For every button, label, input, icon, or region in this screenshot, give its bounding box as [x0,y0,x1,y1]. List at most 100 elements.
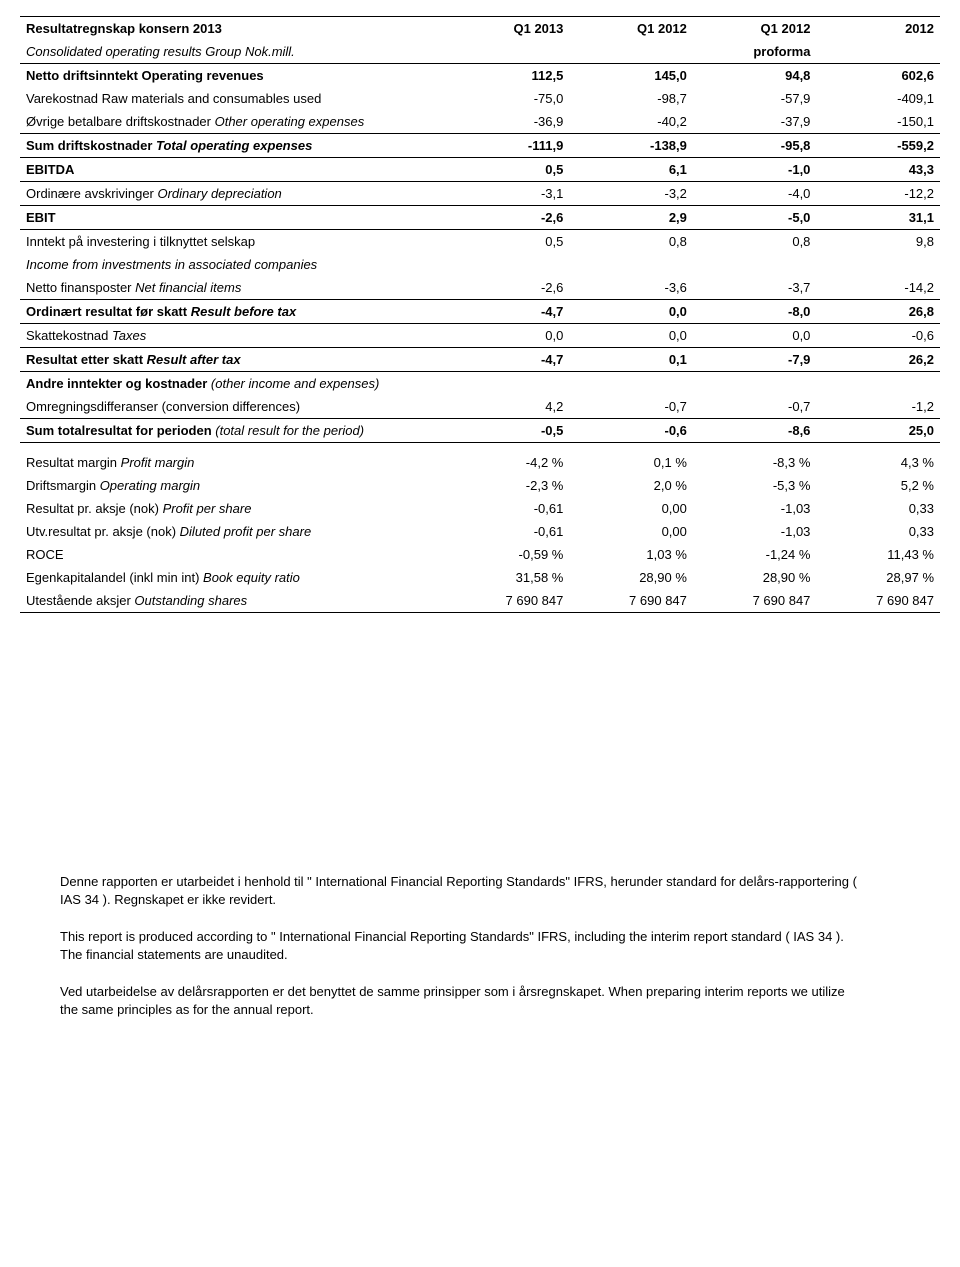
table-row: Ordinære avskrivinger Ordinary depreciat… [20,182,940,206]
table-row: Sum totalresultat for perioden (total re… [20,419,940,443]
cell-value: -5,0 [693,206,817,230]
table-row: Egenkapitalandel (inkl min int) Book equ… [20,566,940,589]
cell-value: 7 690 847 [569,589,693,613]
cell-value: -0,61 [446,497,570,520]
cell-value: -3,6 [569,276,693,300]
cell-value: 0,0 [693,324,817,348]
table-row: Resultat margin Profit margin-4,2 %0,1 %… [20,451,940,474]
cell-value: -4,0 [693,182,817,206]
cell-value: 6,1 [569,158,693,182]
row-label: Utv.resultat pr. aksje (nok) Diluted pro… [20,520,446,543]
cell-value: -1,03 [693,497,817,520]
cell-value: 4,3 % [816,451,940,474]
cell-value: -36,9 [446,110,570,134]
row-label: Inntekt på investering i tilknyttet sels… [20,230,446,254]
cell-value: 0,0 [569,324,693,348]
cell-value: -5,3 % [693,474,817,497]
cell-value: -12,2 [816,182,940,206]
title: Resultatregnskap konsern 2013 [20,17,446,41]
cell-value: -1,24 % [693,543,817,566]
cell-value: 5,2 % [816,474,940,497]
footer-notes: Denne rapporten er utarbeidet i henhold … [20,873,940,1018]
cell-value: 0,00 [569,497,693,520]
cell-value: 7 690 847 [816,589,940,613]
cell-value: 2,9 [569,206,693,230]
table-row: Netto driftsinntekt Operating revenues11… [20,64,940,88]
cell-value: -4,7 [446,300,570,324]
table-row: EBIT-2,62,9-5,031,1 [20,206,940,230]
row-label: Resultat pr. aksje (nok) Profit per shar… [20,497,446,520]
cell-value: -0,7 [693,395,817,419]
row-label: Resultat etter skatt Result after tax [20,348,446,372]
table-row: Utestående aksjer Outstanding shares7 69… [20,589,940,613]
cell-value: -14,2 [816,276,940,300]
cell-value: -2,6 [446,206,570,230]
cell-value [569,253,693,276]
table-row: Varekostnad Raw materials and consumable… [20,87,940,110]
subtitle: Consolidated operating results Group Nok… [20,40,446,64]
cell-value: 94,8 [693,64,817,88]
row-label: Ordinært resultat før skatt Result befor… [20,300,446,324]
cell-value: -0,6 [816,324,940,348]
cell-value: -75,0 [446,87,570,110]
cell-value [569,372,693,396]
col-header: Q1 2012 [693,17,817,41]
cell-value: 26,2 [816,348,940,372]
cell-value: -7,9 [693,348,817,372]
cell-value: -98,7 [569,87,693,110]
footer-p1: Denne rapporten er utarbeidet i henhold … [60,873,860,908]
col-header: Q1 2012 [569,17,693,41]
row-label: Varekostnad Raw materials and consumable… [20,87,446,110]
col-sub: proforma [693,40,817,64]
cell-value: 7 690 847 [446,589,570,613]
table-row: Omregningsdifferanser (conversion differ… [20,395,940,419]
cell-value: -57,9 [693,87,817,110]
table-row: ROCE-0,59 %1,03 %-1,24 %11,43 % [20,543,940,566]
row-label: Sum totalresultat for perioden (total re… [20,419,446,443]
row-label: Netto driftsinntekt Operating revenues [20,64,446,88]
table-row: Resultat etter skatt Result after tax-4,… [20,348,940,372]
cell-value: -1,03 [693,520,817,543]
cell-value: -40,2 [569,110,693,134]
cell-value [446,372,570,396]
cell-value: -0,6 [569,419,693,443]
cell-value: 112,5 [446,64,570,88]
cell-value: 0,5 [446,158,570,182]
col-header: 2012 [816,17,940,41]
col-header: Q1 2013 [446,17,570,41]
cell-value: 0,33 [816,497,940,520]
cell-value: -0,61 [446,520,570,543]
cell-value: 9,8 [816,230,940,254]
cell-value: -409,1 [816,87,940,110]
table-row: Sum driftskostnader Total operating expe… [20,134,940,158]
cell-value: 31,1 [816,206,940,230]
table-row: EBITDA0,56,1-1,043,3 [20,158,940,182]
cell-value: 0,0 [446,324,570,348]
cell-value: 28,90 % [693,566,817,589]
financial-table: Resultatregnskap konsern 2013 Q1 2013 Q1… [20,16,940,613]
cell-value: -1,2 [816,395,940,419]
cell-value: 7 690 847 [693,589,817,613]
cell-value: 0,1 [569,348,693,372]
cell-value: 0,1 % [569,451,693,474]
cell-value: 2,0 % [569,474,693,497]
cell-value: -559,2 [816,134,940,158]
cell-value: -3,7 [693,276,817,300]
cell-value: -0,5 [446,419,570,443]
cell-value: 145,0 [569,64,693,88]
table-row: Inntekt på investering i tilknyttet sels… [20,230,940,254]
row-label: Ordinære avskrivinger Ordinary depreciat… [20,182,446,206]
cell-value [816,372,940,396]
row-label: Egenkapitalandel (inkl min int) Book equ… [20,566,446,589]
cell-value: 25,0 [816,419,940,443]
cell-value: 28,90 % [569,566,693,589]
footer-p3: Ved utarbeidelse av delårsrapporten er d… [60,983,860,1018]
cell-value: -138,9 [569,134,693,158]
cell-value [816,253,940,276]
cell-value: 0,33 [816,520,940,543]
cell-value [693,372,817,396]
cell-value: -2,3 % [446,474,570,497]
cell-value: 0,0 [569,300,693,324]
footer-p2: This report is produced according to " I… [60,928,860,963]
row-label: Skattekostnad Taxes [20,324,446,348]
